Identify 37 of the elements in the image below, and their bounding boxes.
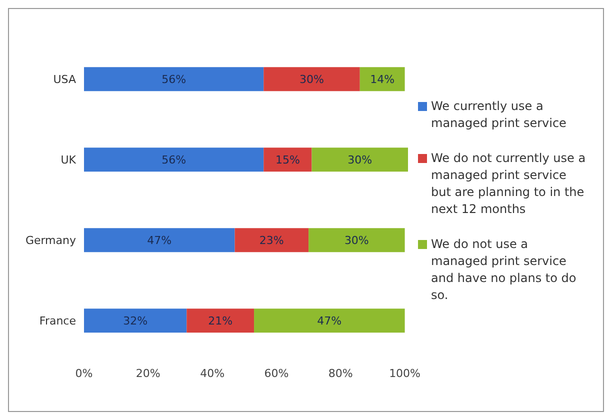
bar: [308, 228, 405, 252]
bar: [84, 148, 264, 172]
y-tick-label: USA: [53, 73, 76, 86]
data-label: 47%: [147, 234, 172, 248]
x-tick-label: 0%: [75, 366, 93, 380]
x-tick-label: 80%: [328, 366, 353, 380]
x-tick-label: 20%: [136, 366, 160, 380]
data-label: 32%: [123, 314, 148, 328]
bar: [84, 308, 187, 333]
bar: [264, 67, 360, 92]
bar: [84, 67, 264, 92]
data-label: 21%: [208, 314, 233, 328]
data-label: 56%: [162, 73, 186, 86]
data-label: 56%: [162, 154, 186, 167]
legend-label: We do not use a managed print service and have no plans to do so.: [431, 236, 578, 304]
bar: [360, 67, 405, 92]
bar: [254, 308, 405, 333]
bar: [264, 148, 312, 172]
data-label: 15%: [275, 154, 300, 167]
y-tick-label: France: [39, 314, 76, 328]
data-label: 30%: [300, 73, 324, 86]
bar: [234, 228, 309, 252]
x-tick-label: 40%: [200, 366, 225, 380]
bar: [312, 148, 408, 172]
x-tick-label: 100%: [389, 366, 421, 380]
x-tick-label: 60%: [264, 366, 289, 380]
data-label: 14%: [370, 73, 395, 86]
bar: [84, 228, 235, 252]
bar: [186, 308, 254, 333]
data-label: 30%: [344, 234, 369, 248]
legend-label: We do not currently use a managed print service but are planning to in the next 12 months: [431, 150, 586, 218]
data-label: 23%: [259, 234, 284, 248]
y-tick-label: UK: [60, 154, 77, 167]
y-tick-label: Germany: [25, 234, 76, 248]
legend-label: We currently use a managed print service: [431, 98, 568, 132]
data-label: 47%: [317, 314, 342, 328]
data-label: 30%: [348, 154, 372, 167]
